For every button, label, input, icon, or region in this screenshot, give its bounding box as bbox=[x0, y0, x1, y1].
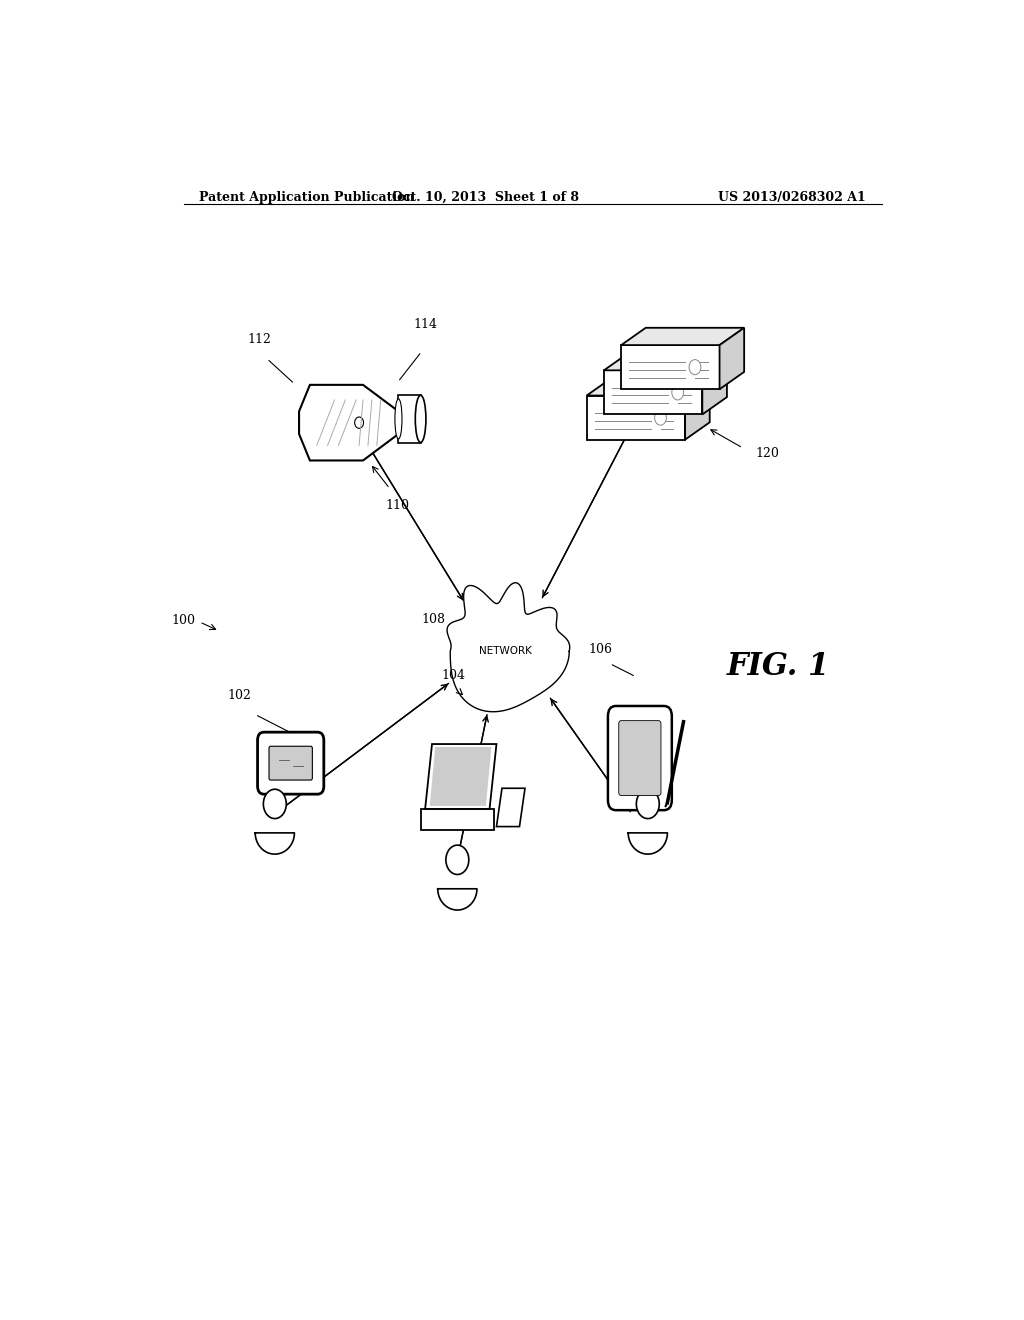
Text: 102: 102 bbox=[227, 689, 251, 702]
Polygon shape bbox=[702, 352, 727, 414]
Text: Oct. 10, 2013  Sheet 1 of 8: Oct. 10, 2013 Sheet 1 of 8 bbox=[391, 191, 579, 203]
Circle shape bbox=[689, 359, 700, 375]
Circle shape bbox=[654, 411, 667, 425]
Circle shape bbox=[354, 417, 364, 428]
Polygon shape bbox=[622, 345, 720, 389]
Text: 110: 110 bbox=[386, 499, 410, 512]
Polygon shape bbox=[604, 371, 702, 414]
Polygon shape bbox=[430, 747, 492, 807]
FancyBboxPatch shape bbox=[608, 706, 672, 810]
Text: 106: 106 bbox=[588, 643, 612, 656]
Polygon shape bbox=[437, 888, 477, 909]
Polygon shape bbox=[622, 327, 744, 345]
Polygon shape bbox=[255, 833, 295, 854]
Circle shape bbox=[672, 385, 684, 400]
Polygon shape bbox=[398, 395, 421, 442]
Ellipse shape bbox=[395, 399, 402, 440]
Polygon shape bbox=[587, 396, 685, 440]
Polygon shape bbox=[720, 327, 744, 389]
Text: NETWORK: NETWORK bbox=[478, 647, 531, 656]
Polygon shape bbox=[497, 788, 525, 826]
Text: 108: 108 bbox=[422, 612, 445, 626]
Text: US 2013/0268302 A1: US 2013/0268302 A1 bbox=[718, 191, 866, 203]
Text: Patent Application Publication: Patent Application Publication bbox=[200, 191, 415, 203]
FancyBboxPatch shape bbox=[258, 733, 324, 795]
Polygon shape bbox=[425, 744, 497, 809]
Polygon shape bbox=[447, 582, 569, 711]
Text: FIG. 1: FIG. 1 bbox=[727, 651, 830, 682]
Polygon shape bbox=[604, 352, 727, 371]
Polygon shape bbox=[685, 379, 710, 440]
Text: 100: 100 bbox=[171, 614, 196, 627]
Circle shape bbox=[445, 845, 469, 874]
Text: 112: 112 bbox=[247, 334, 271, 346]
FancyBboxPatch shape bbox=[269, 746, 312, 780]
Text: 104: 104 bbox=[441, 669, 465, 682]
Polygon shape bbox=[421, 809, 495, 829]
Polygon shape bbox=[587, 379, 710, 396]
Circle shape bbox=[636, 789, 659, 818]
Circle shape bbox=[263, 789, 287, 818]
Polygon shape bbox=[299, 385, 398, 461]
FancyBboxPatch shape bbox=[618, 721, 660, 796]
Text: 120: 120 bbox=[755, 446, 779, 459]
Text: 114: 114 bbox=[414, 318, 437, 331]
Polygon shape bbox=[628, 833, 668, 854]
Ellipse shape bbox=[416, 395, 426, 442]
